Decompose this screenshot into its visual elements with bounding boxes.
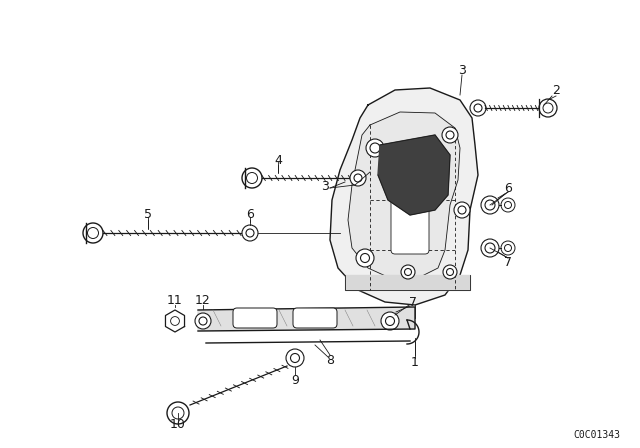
Text: 9: 9 [291,374,299,387]
Circle shape [539,99,557,117]
FancyBboxPatch shape [391,181,429,254]
Text: 3: 3 [458,64,466,77]
Circle shape [443,265,457,279]
Text: 6: 6 [504,181,512,194]
Circle shape [356,249,374,267]
Circle shape [286,349,304,367]
Text: C0C01343: C0C01343 [573,430,620,440]
Text: 7: 7 [409,297,417,310]
Text: 5: 5 [144,208,152,221]
Circle shape [195,313,211,329]
Text: 7: 7 [504,255,512,268]
Text: 1: 1 [411,357,419,370]
Circle shape [350,170,366,186]
Text: 3: 3 [321,180,329,193]
Circle shape [481,239,499,257]
Circle shape [381,312,399,330]
Polygon shape [198,307,415,331]
Polygon shape [345,275,470,290]
Circle shape [442,127,458,143]
Text: 12: 12 [195,293,211,306]
FancyBboxPatch shape [293,308,337,328]
Circle shape [167,402,189,424]
Polygon shape [166,310,184,332]
Circle shape [366,139,384,157]
Text: 11: 11 [167,293,183,306]
Polygon shape [348,112,460,278]
Circle shape [454,202,470,218]
Circle shape [501,241,515,255]
Circle shape [401,265,415,279]
FancyBboxPatch shape [233,308,277,328]
Text: 2: 2 [552,85,560,98]
Circle shape [481,196,499,214]
Text: 8: 8 [326,353,334,366]
Polygon shape [378,135,450,215]
Circle shape [242,225,258,241]
Circle shape [83,223,103,243]
Circle shape [501,198,515,212]
Circle shape [242,168,262,188]
Text: 4: 4 [274,154,282,167]
Polygon shape [330,88,478,305]
Circle shape [470,100,486,116]
Text: 6: 6 [246,208,254,221]
Text: 10: 10 [170,418,186,431]
